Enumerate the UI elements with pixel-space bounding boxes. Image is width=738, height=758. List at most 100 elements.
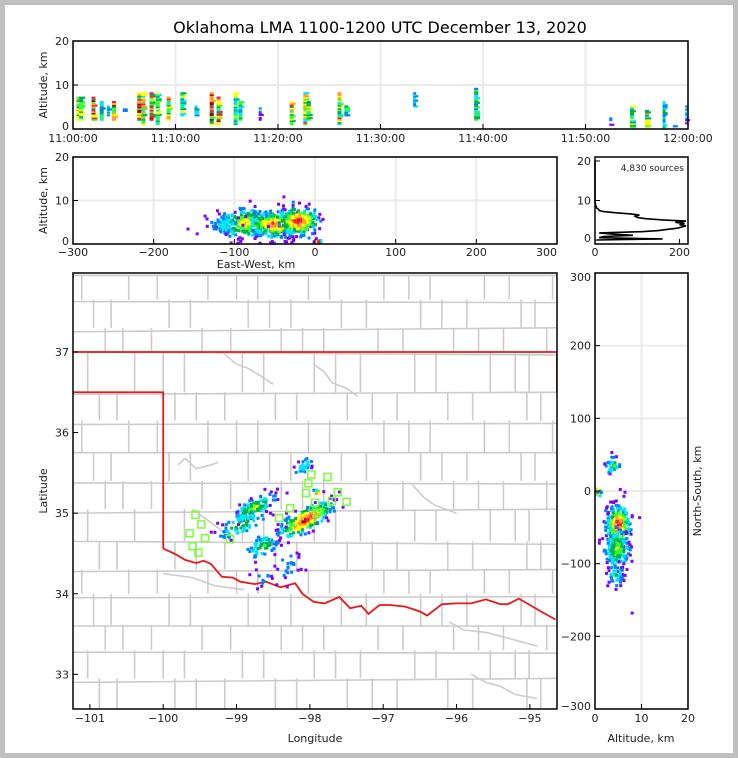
source-pixel [271,513,275,517]
x-tick-label: 200 [669,246,690,259]
county-river-line [163,572,245,591]
source-pixel [273,217,277,221]
source-pixel [220,215,224,219]
source-pixel [623,507,627,511]
source-pixel [620,518,624,522]
source-pixel [299,223,303,227]
source-pixel [303,104,308,107]
lma-station-marker [301,488,311,498]
source-pixel [266,219,270,223]
source-pixel [289,123,294,126]
source-pixel [289,113,294,116]
source-pixel [303,470,307,474]
source-pixel [166,102,171,106]
source-pixel [645,115,649,118]
source-pixel [292,563,296,567]
source-pixel [604,509,608,513]
source-pixel [284,525,288,529]
source-pixel [612,461,616,465]
source-pixel [292,519,296,523]
source-pixel [249,497,253,501]
source-pixel [264,541,268,545]
lma-station-marker [323,472,332,482]
source-pixel [253,205,257,209]
source-pixel [248,550,252,554]
y-tick-label: 20 [55,35,69,48]
source-pixel [277,221,281,225]
source-pixel [273,553,277,557]
source-pixel [246,519,250,523]
source-pixel [233,107,238,110]
source-pixel [304,214,308,218]
source-pixel [299,227,303,231]
source-pixel [256,587,260,591]
source-pixel [258,117,262,120]
source-pixel [662,115,666,118]
source-pixel [241,223,245,227]
source-pixel [302,219,306,223]
source-pixel [313,231,317,235]
source-pixel [619,537,623,541]
source-pixel [287,215,291,219]
source-pixel [155,107,160,110]
source-pixel [248,508,252,512]
y-axis-label: Altitude, km [37,167,50,234]
source-pixel [292,238,296,242]
source-pixel [622,562,626,566]
source-pixel [217,220,221,224]
source-pixel [685,111,689,114]
source-pixel [243,231,247,235]
source-pixel [263,544,267,548]
source-pixel [608,539,612,543]
source-pixel [317,505,321,509]
source-pixel [306,222,310,226]
source-pixel [293,228,297,232]
source-pixel [215,225,219,229]
source-pixel [205,217,209,221]
source-pixel [209,109,214,112]
source-pixel [258,209,262,213]
source-pixel [155,95,160,98]
source-pixel [233,106,238,109]
source-pixel [608,529,612,533]
source-pixel [292,207,296,211]
source-pixel [662,107,668,110]
source-pixel [280,208,284,212]
source-pixel [166,118,171,121]
source-pixel [286,566,290,570]
source-pixel [610,516,614,520]
source-pixel [79,106,86,109]
source-pixel [141,101,146,104]
source-pixel [306,118,311,121]
source-pixel [685,108,689,111]
source-pixel [166,101,171,104]
source-pixel [281,224,285,228]
source-pixel [331,506,335,510]
county-river-line [411,484,457,514]
source-pixel [222,223,226,227]
source-pixel [155,106,160,109]
source-pixel [337,106,342,109]
source-pixel [303,96,308,100]
source-pixel [209,107,214,110]
source-pixel [610,505,614,509]
source-pixel [628,522,632,526]
source-pixel [273,214,277,218]
source-pixel [337,96,342,100]
source-pixel [242,211,246,215]
source-pixel [266,537,270,541]
source-pixel [216,112,223,115]
source-pixel [180,107,187,111]
source-pixel [613,549,617,553]
source-pixel [247,517,251,521]
source-pixel [629,532,633,536]
source-pixel [610,557,614,561]
source-pixel [312,505,316,509]
source-pixel [91,106,96,109]
source-pixel [180,114,185,117]
source-pixel [645,114,649,117]
source-pixel [306,101,311,104]
source-pixel [306,466,310,470]
source-pixel [210,220,214,224]
source-pixel [290,209,294,213]
